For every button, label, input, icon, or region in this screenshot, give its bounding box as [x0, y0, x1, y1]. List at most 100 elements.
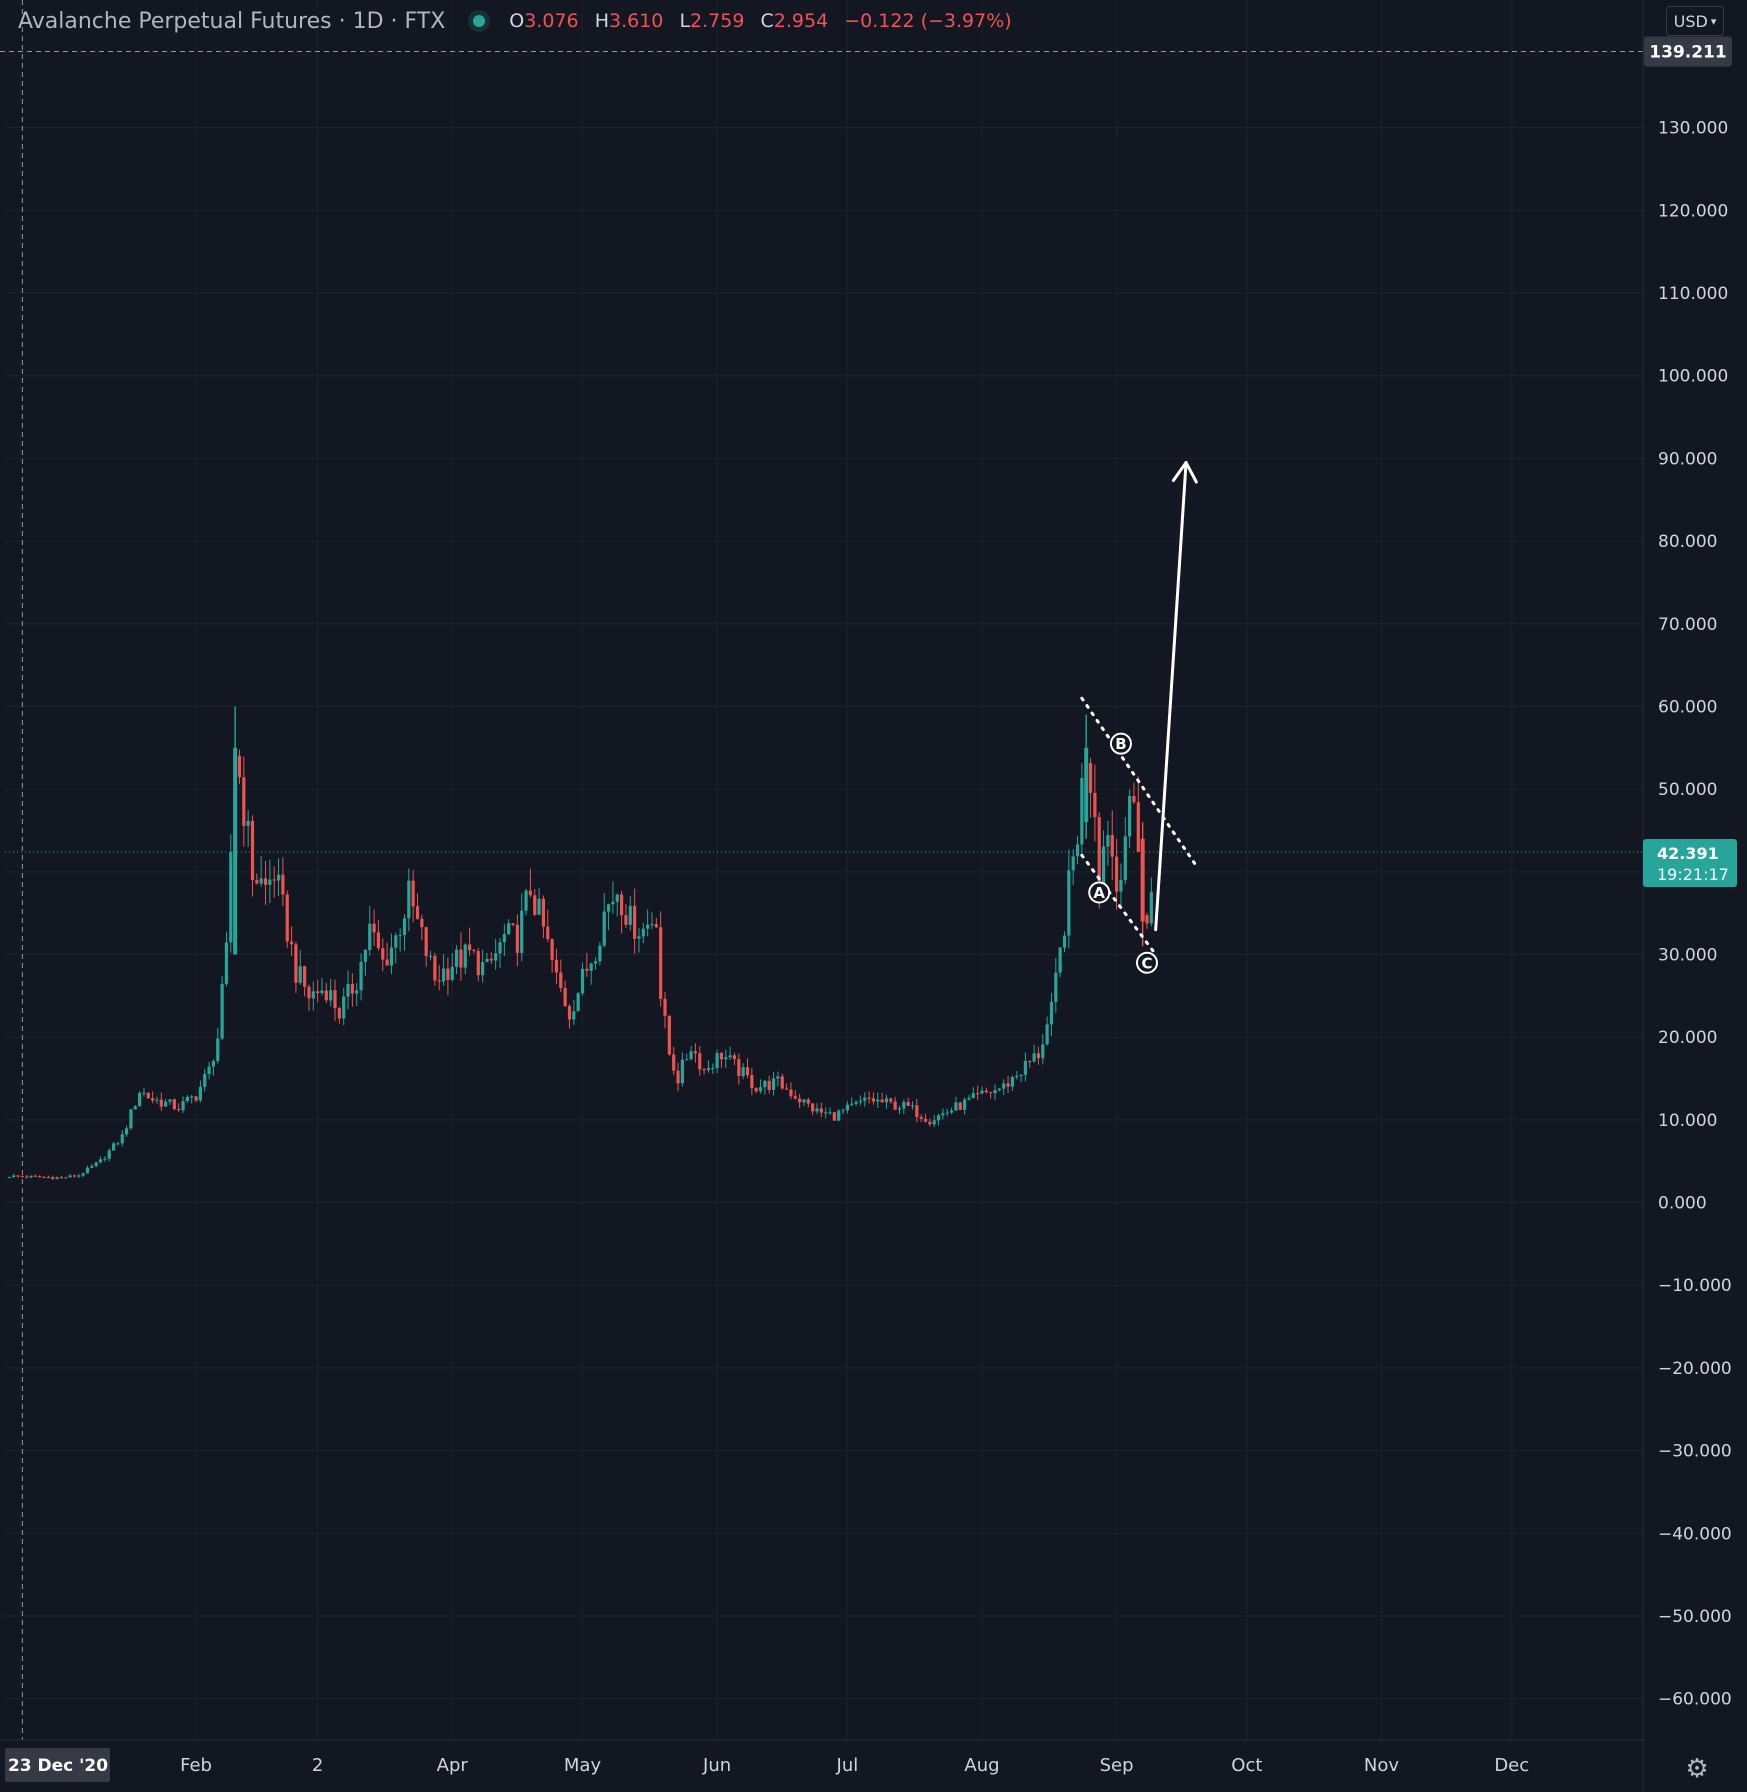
candle-series — [7, 706, 1153, 1180]
candle-body — [303, 966, 307, 987]
candle-body — [641, 928, 645, 937]
candle-body — [1054, 972, 1058, 1002]
candle-body — [858, 1100, 863, 1102]
gear-icon[interactable]: ⚙ — [1685, 1754, 1709, 1784]
candle-body — [1140, 838, 1145, 922]
candle-body — [402, 918, 407, 936]
candle-body — [580, 968, 585, 994]
candle-body — [372, 923, 376, 933]
candle-body — [168, 1099, 172, 1102]
candle-body — [316, 991, 320, 994]
candle-body — [1036, 1053, 1041, 1059]
candle-body — [871, 1098, 876, 1102]
y-tick-label: 10.000 — [1658, 1111, 1717, 1131]
grid — [5, 0, 1642, 1740]
candle-body — [880, 1099, 884, 1103]
candle-body — [1084, 747, 1089, 823]
candle-body — [411, 880, 415, 907]
candle-body — [511, 923, 515, 925]
candle-body — [1119, 879, 1123, 892]
candle-body — [745, 1067, 750, 1076]
candle-body — [424, 927, 428, 957]
candle-body — [619, 894, 624, 916]
annotations: A B C — [0, 0, 1643, 1740]
wave-label-c: C — [1141, 954, 1152, 972]
candle-body — [359, 961, 363, 991]
candle-body — [1145, 915, 1149, 924]
candle-body — [928, 1121, 932, 1125]
wave-label-a: A — [1093, 884, 1105, 902]
candle-body — [51, 1177, 55, 1179]
candle-body — [107, 1150, 111, 1159]
candle-body — [1097, 817, 1101, 889]
candle-body — [172, 1099, 176, 1110]
candle-body — [863, 1097, 867, 1101]
candle-body — [867, 1097, 871, 1099]
candle-body — [936, 1115, 941, 1121]
y-tick-label: −20.000 — [1658, 1359, 1732, 1379]
candle-body — [567, 1006, 572, 1020]
candle-body — [815, 1108, 819, 1112]
symbol-title[interactable]: Avalanche Perpetual Futures · 1D · FTX — [18, 8, 446, 34]
candle-body — [598, 945, 602, 962]
y-tick-label: 70.000 — [1658, 615, 1717, 635]
wave-label-circle — [1109, 732, 1132, 755]
candle-body — [342, 996, 346, 1019]
candle-body — [272, 879, 276, 881]
candle-body — [663, 998, 667, 1016]
legend-header: Avalanche Perpetual Futures · 1D · FTX O… — [18, 6, 1012, 36]
candle-body — [828, 1112, 832, 1114]
candle-body — [906, 1102, 910, 1106]
candle-body — [507, 923, 511, 935]
candle-body — [572, 1011, 576, 1020]
candle-body — [216, 1038, 220, 1062]
candle-body — [1019, 1074, 1023, 1076]
candle-body — [771, 1078, 776, 1090]
candle-body — [793, 1096, 797, 1099]
candle-body — [784, 1088, 789, 1090]
candle-body — [433, 955, 437, 981]
y-tick-label: −60.000 — [1658, 1690, 1732, 1710]
candle-body — [945, 1112, 949, 1114]
candle-body — [802, 1099, 806, 1103]
candle-body — [133, 1106, 137, 1110]
wave-label-b: B — [1115, 735, 1126, 753]
crosshair-price-label: 139.211 — [1649, 43, 1726, 63]
candle-body — [672, 1054, 676, 1071]
upper-trendline — [1080, 696, 1197, 866]
candle-body — [963, 1099, 967, 1110]
candle-body — [263, 878, 268, 885]
candle-body — [850, 1103, 854, 1105]
close-label: C — [760, 10, 774, 32]
candle-body — [680, 1059, 684, 1084]
y-tick-label: −50.000 — [1658, 1607, 1732, 1627]
candle-body — [224, 942, 229, 984]
candle-body — [706, 1068, 711, 1070]
candle-body — [233, 747, 238, 955]
candle-body — [776, 1076, 780, 1079]
candle-body — [1080, 777, 1084, 845]
candle-body — [177, 1109, 181, 1111]
candle-body — [468, 944, 472, 951]
candle-body — [893, 1101, 897, 1110]
candle-body — [615, 894, 619, 902]
currency-selector[interactable]: USD ▾ — [1666, 6, 1724, 36]
candle-body — [685, 1059, 689, 1061]
x-tick-label: May — [564, 1755, 602, 1776]
candle-body — [1058, 947, 1062, 973]
candle-body — [298, 966, 302, 983]
candle-body — [394, 935, 398, 948]
candle-body — [307, 986, 311, 999]
candle-body — [593, 961, 598, 964]
candle-body — [750, 1075, 754, 1089]
candle-body — [29, 1175, 33, 1178]
candle-body — [728, 1055, 732, 1058]
candle-body — [693, 1051, 698, 1054]
candle-body — [146, 1092, 150, 1099]
candle-body — [498, 942, 502, 954]
candle-body — [702, 1069, 706, 1071]
crosshair-price-badge — [1644, 36, 1732, 67]
candle-body — [159, 1099, 163, 1107]
wave-label-circle — [1088, 881, 1111, 904]
